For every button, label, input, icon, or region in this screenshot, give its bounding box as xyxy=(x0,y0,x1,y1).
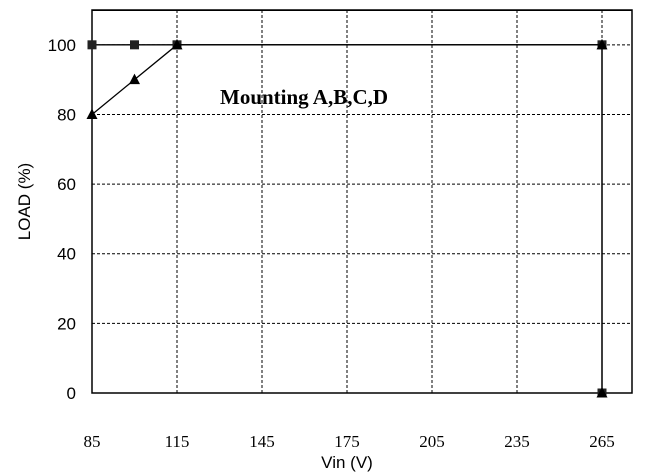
y-tick-labels: 0 20 40 60 80 100 xyxy=(48,36,76,403)
point-triangle-265-0 xyxy=(596,387,608,398)
point-square-85-100 xyxy=(87,40,97,50)
x-tick-labels: 85 115 145 175 205 235 265 xyxy=(84,432,615,451)
point-triangle-100-90 xyxy=(129,73,140,85)
y-axis-label: LOAD (%) xyxy=(15,163,34,240)
series-triangle xyxy=(86,38,608,398)
series-layer xyxy=(86,38,608,398)
point-triangle-85-80 xyxy=(86,108,98,119)
x-tick-label-145: 145 xyxy=(249,432,275,451)
x-tick-label-175: 175 xyxy=(334,432,360,451)
y-tick-label-40: 40 xyxy=(57,245,76,264)
x-tick-label-235: 235 xyxy=(504,432,530,451)
x-tick-label-85: 85 xyxy=(84,432,101,451)
y-tick-label-100: 100 xyxy=(48,36,76,55)
chart-annotation: Mounting A,B,C,D xyxy=(220,85,388,109)
point-square-100-100 xyxy=(130,40,139,50)
y-tick-label-80: 80 xyxy=(57,105,76,124)
x-tick-label-115: 115 xyxy=(165,432,190,451)
plot-frame xyxy=(91,9,633,394)
grid-layer xyxy=(92,10,632,393)
y-tick-label-60: 60 xyxy=(57,175,76,194)
point-triangle-265-100 xyxy=(596,38,608,50)
y-tick-label-0: 0 xyxy=(67,384,76,403)
point-triangle-115-100 xyxy=(171,38,183,50)
x-axis-label: Vin (V) xyxy=(321,453,373,472)
x-tick-label-205: 205 xyxy=(419,432,445,451)
x-tick-label-265: 265 xyxy=(589,432,615,451)
y-tick-label-20: 20 xyxy=(57,314,76,333)
